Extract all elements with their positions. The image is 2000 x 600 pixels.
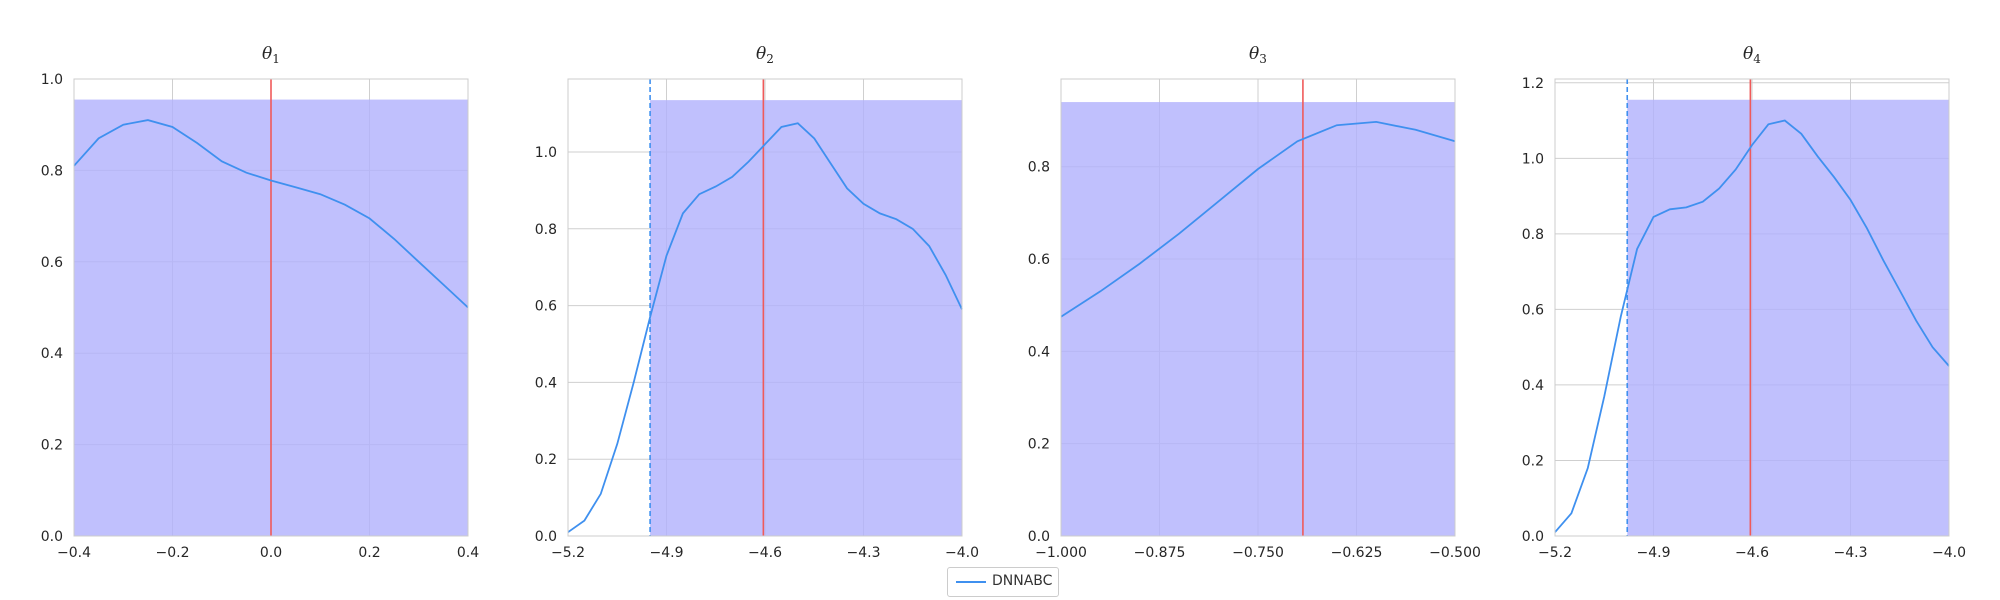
panel-2-ytick-label-0: 0.0 — [535, 529, 557, 545]
panel-1-ytick-label-2: 0.4 — [41, 346, 63, 362]
panel-2: −5.2 −4.9 −4.6 −4.3 −4.0 0.0 0.2 0.4 0.6 0.8 1.0 θ2 — [535, 44, 979, 561]
panel-2-xtick-label-1: −4.9 — [650, 545, 684, 561]
panel-3-ytick-label-1: 0.2 — [1028, 437, 1050, 453]
panel-3-title: θ3 — [1249, 44, 1267, 66]
panel-4-frame — [1554, 78, 1950, 537]
panel-1-ytick-label-4: 0.8 — [41, 163, 63, 179]
panel-1-ytick-label-0: 0.0 — [41, 529, 63, 545]
panel-1-ytick-label-3: 0.6 — [41, 255, 63, 271]
legend-label: DNNABC — [992, 573, 1053, 589]
panel-3-ytick-label-0: 0.0 — [1028, 529, 1050, 545]
panel-3-series-line-0 — [1060, 120, 1456, 318]
panel-4-xtick-label-0: −5.2 — [1538, 545, 1572, 561]
panel-3-xtick-label-4: −0.500 — [1429, 545, 1481, 561]
panel-3-shaded-region — [1061, 102, 1455, 536]
panel-4-ytick-label-6: 1.2 — [1522, 76, 1544, 92]
panel-4-ytick-label-4: 0.8 — [1522, 227, 1544, 243]
panel-4-shaded-region — [1627, 99, 1949, 536]
panel-4-ytick-label-3: 0.6 — [1522, 302, 1544, 318]
panel-1-xtick-label-0: −0.4 — [57, 545, 91, 561]
panel-2-xtick-label-0: −5.2 — [551, 545, 585, 561]
panel-3-frame — [1060, 78, 1456, 537]
panel-4-xtick-label-2: −4.6 — [1735, 545, 1769, 561]
panel-1: −0.4 −0.2 0.0 0.2 0.4 0.0 0.2 0.4 0.6 0.8 1.0 θ1 — [41, 44, 479, 561]
panel-3-ytick-label-4: 0.8 — [1028, 160, 1050, 176]
panel-4: −5.2 −4.9 −4.6 −4.3 −4.0 0.0 0.2 0.4 0.6 0.8 1.0 1.… — [1522, 44, 1966, 561]
panel-3: −1.000 −0.875 −0.750 −0.625 −0.500 0.0 0.2 0.4 0… — [1028, 44, 1481, 561]
panel-4-xtick-label-4: −4.0 — [1932, 545, 1966, 561]
panel-1-frame — [73, 78, 469, 537]
panel-2-xtick-label-3: −4.3 — [847, 545, 881, 561]
panel-2-ytick-label-4: 0.8 — [535, 222, 557, 238]
panel-4-ytick-label-2: 0.4 — [1522, 378, 1544, 394]
panel-2-frame — [567, 78, 963, 537]
panel-2-title: θ2 — [756, 44, 774, 66]
panel-1-xtick-label-4: 0.4 — [457, 545, 479, 561]
panel-3-xtick-label-0: −1.000 — [1035, 545, 1087, 561]
panel-3-xtick-label-3: −0.625 — [1331, 545, 1383, 561]
panel-3-ytick-label-3: 0.6 — [1028, 252, 1050, 268]
panel-3-xtick-label-1: −0.875 — [1134, 545, 1186, 561]
panel-4-ytick-label-5: 1.0 — [1522, 151, 1544, 167]
panel-2-ytick-label-3: 0.6 — [535, 299, 557, 315]
panel-4-title: θ4 — [1743, 44, 1761, 66]
panel-2-ytick-label-1: 0.2 — [535, 452, 557, 468]
legend-line-swatch — [956, 581, 986, 583]
panel-1-ytick-label-5: 1.0 — [41, 72, 63, 88]
panel-2-ytick-label-2: 0.4 — [535, 375, 557, 391]
panel-4-series-line-0 — [1554, 119, 1950, 533]
legend: DNNABC — [947, 567, 1059, 597]
panel-1-xtick-label-1: −0.2 — [156, 545, 190, 561]
panel-2-ytick-label-5: 1.0 — [535, 145, 557, 161]
panel-2-xtick-label-4: −4.0 — [945, 545, 979, 561]
panel-4-xtick-label-3: −4.3 — [1834, 545, 1868, 561]
panel-4-xtick-label-1: −4.9 — [1637, 545, 1671, 561]
panel-2-xtick-label-2: −4.6 — [748, 545, 782, 561]
panel-4-ytick-label-0: 0.0 — [1522, 529, 1544, 545]
panel-2-series-line-0 — [567, 122, 963, 533]
panel-2-shaded-region — [650, 100, 962, 536]
panel-1-ytick-label-1: 0.2 — [41, 438, 63, 454]
panel-1-title: θ1 — [262, 44, 280, 66]
panel-4-ytick-label-1: 0.2 — [1522, 453, 1544, 469]
panel-3-ytick-label-2: 0.4 — [1028, 344, 1050, 360]
panel-1-series-line-0 — [73, 119, 469, 309]
panel-1-xtick-label-2: 0.0 — [260, 545, 282, 561]
panel-1-xtick-label-3: 0.2 — [358, 545, 380, 561]
panel-3-xtick-label-2: −0.750 — [1232, 545, 1284, 561]
